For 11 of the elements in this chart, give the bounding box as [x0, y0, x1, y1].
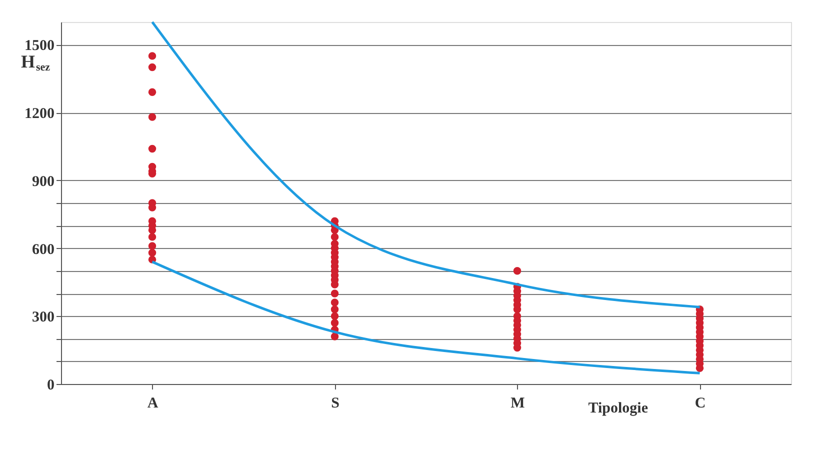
x-tick-label: S — [331, 396, 340, 412]
y-tick-label: 300 — [32, 310, 54, 326]
x-tick-label: M — [510, 396, 525, 412]
x-tick-label: A — [147, 396, 158, 412]
x-axis-title: Tipologie — [588, 400, 648, 416]
y-tick-label: 1200 — [24, 106, 54, 122]
y-tick-label: 900 — [32, 174, 54, 190]
y-tick-label: 0 — [47, 378, 54, 394]
x-tick-label: C — [694, 396, 706, 412]
y-tick-label: 1500 — [24, 38, 54, 54]
y-tick-label: 600 — [32, 242, 54, 258]
